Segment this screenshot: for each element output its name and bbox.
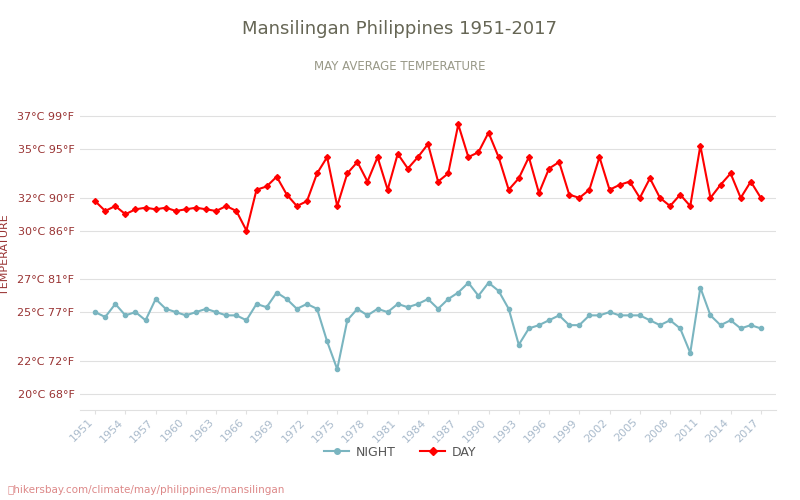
- NIGHT: [171, 309, 181, 315]
- NIGHT: [141, 318, 150, 324]
- Line: NIGHT: NIGHT: [93, 280, 763, 372]
- DAY: [716, 182, 726, 188]
- Text: MAY AVERAGE TEMPERATURE: MAY AVERAGE TEMPERATURE: [314, 60, 486, 73]
- NIGHT: [463, 280, 473, 285]
- DAY: [403, 166, 413, 172]
- DAY: [171, 208, 181, 214]
- Text: Mansilingan Philippines 1951-2017: Mansilingan Philippines 1951-2017: [242, 20, 558, 38]
- Legend: NIGHT, DAY: NIGHT, DAY: [319, 441, 481, 464]
- DAY: [615, 182, 625, 188]
- NIGHT: [403, 304, 413, 310]
- DAY: [756, 195, 766, 201]
- DAY: [373, 154, 382, 160]
- DAY: [90, 198, 100, 204]
- NIGHT: [90, 309, 100, 315]
- NIGHT: [756, 326, 766, 332]
- NIGHT: [333, 366, 342, 372]
- NIGHT: [373, 306, 382, 312]
- DAY: [454, 122, 463, 128]
- NIGHT: [716, 322, 726, 328]
- DAY: [242, 228, 251, 234]
- NIGHT: [615, 312, 625, 318]
- Y-axis label: TEMPERATURE: TEMPERATURE: [0, 214, 10, 296]
- Text: 📍hikersbay.com/climate/may/philippines/mansilingan: 📍hikersbay.com/climate/may/philippines/m…: [8, 485, 286, 495]
- DAY: [141, 204, 150, 210]
- Line: DAY: DAY: [93, 122, 763, 232]
